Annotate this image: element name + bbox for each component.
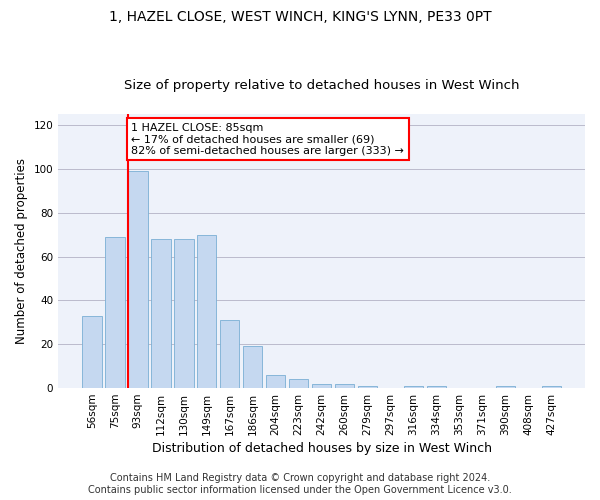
X-axis label: Distribution of detached houses by size in West Winch: Distribution of detached houses by size … [152, 442, 491, 455]
Bar [335, 384, 355, 388]
Y-axis label: Number of detached properties: Number of detached properties [15, 158, 28, 344]
Bar [542, 386, 561, 388]
Bar [174, 239, 194, 388]
Bar [151, 239, 170, 388]
Bar [243, 346, 262, 388]
Title: Size of property relative to detached houses in West Winch: Size of property relative to detached ho… [124, 79, 520, 92]
Bar [128, 171, 148, 388]
Bar [105, 237, 125, 388]
Bar [404, 386, 423, 388]
Text: 1 HAZEL CLOSE: 85sqm
← 17% of detached houses are smaller (69)
82% of semi-detac: 1 HAZEL CLOSE: 85sqm ← 17% of detached h… [131, 123, 404, 156]
Text: 1, HAZEL CLOSE, WEST WINCH, KING'S LYNN, PE33 0PT: 1, HAZEL CLOSE, WEST WINCH, KING'S LYNN,… [109, 10, 491, 24]
Bar [266, 375, 286, 388]
Bar [289, 380, 308, 388]
Bar [82, 316, 101, 388]
Text: Contains HM Land Registry data © Crown copyright and database right 2024.
Contai: Contains HM Land Registry data © Crown c… [88, 474, 512, 495]
Bar [496, 386, 515, 388]
Bar [427, 386, 446, 388]
Bar [312, 384, 331, 388]
Bar [220, 320, 239, 388]
Bar [197, 234, 217, 388]
Bar [358, 386, 377, 388]
